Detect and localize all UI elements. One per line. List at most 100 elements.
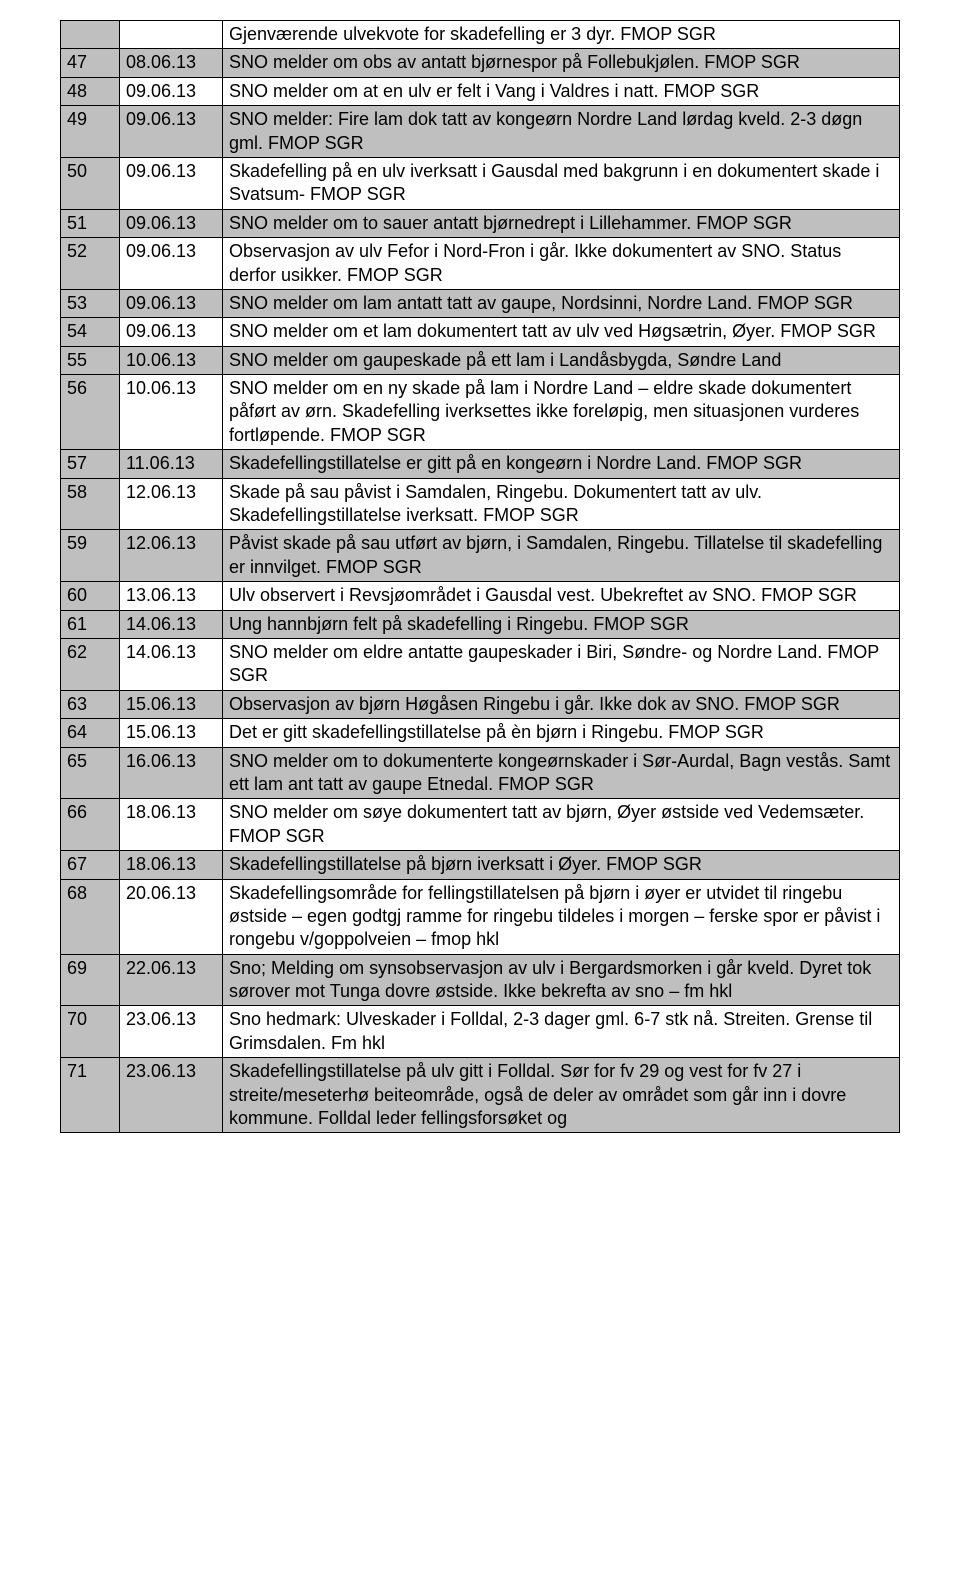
table-row: 6618.06.13SNO melder om søye dokumentert…	[61, 799, 900, 851]
row-number-cell: 58	[61, 478, 120, 530]
row-text-cell: SNO melder om at en ulv er felt i Vang i…	[223, 77, 900, 105]
table-row: 6214.06.13SNO melder om eldre antatte ga…	[61, 638, 900, 690]
table-row: 5109.06.13SNO melder om to sauer antatt …	[61, 209, 900, 237]
row-number-cell: 67	[61, 851, 120, 879]
row-number-cell: 62	[61, 638, 120, 690]
table-row: 5009.06.13Skadefelling på en ulv iverksa…	[61, 157, 900, 209]
table-row: 5912.06.13Påvist skade på sau utført av …	[61, 530, 900, 582]
table-row: 5309.06.13SNO melder om lam antatt tatt …	[61, 289, 900, 317]
row-number-cell: 66	[61, 799, 120, 851]
table-row: 6516.06.13SNO melder om to dokumenterte …	[61, 747, 900, 799]
row-text-cell: Skadefellingstillatelse på bjørn iverksa…	[223, 851, 900, 879]
row-text-cell: Observasjon av ulv Fefor i Nord-Fron i g…	[223, 238, 900, 290]
row-date-cell: 09.06.13	[120, 238, 223, 290]
table-row: 6013.06.13Ulv observert i Revsjøområdet …	[61, 582, 900, 610]
row-number-cell: 64	[61, 719, 120, 747]
row-text-cell: Observasjon av bjørn Høgåsen Ringebu i g…	[223, 690, 900, 718]
row-date-cell: 23.06.13	[120, 1058, 223, 1133]
row-date-cell: 15.06.13	[120, 719, 223, 747]
row-number-cell: 49	[61, 106, 120, 158]
row-number-cell: 56	[61, 375, 120, 450]
row-text-cell: Skadefellingsområde for fellingstillatel…	[223, 879, 900, 954]
header-date-cell	[120, 21, 223, 49]
row-number-cell: 59	[61, 530, 120, 582]
row-number-cell: 53	[61, 289, 120, 317]
row-text-cell: Sno hedmark: Ulveskader i Folldal, 2-3 d…	[223, 1006, 900, 1058]
document-page: Gjenværende ulvekvote for skadefelling e…	[0, 0, 960, 1153]
table-row: 7123.06.13Skadefellingstillatelse på ulv…	[61, 1058, 900, 1133]
row-date-cell: 09.06.13	[120, 106, 223, 158]
row-date-cell: 10.06.13	[120, 375, 223, 450]
row-date-cell: 15.06.13	[120, 690, 223, 718]
row-text-cell: Skadefellingstillatelse på ulv gitt i Fo…	[223, 1058, 900, 1133]
row-date-cell: 22.06.13	[120, 954, 223, 1006]
table-row: 6820.06.13Skadefellingsområde for fellin…	[61, 879, 900, 954]
table-row: 6922.06.13Sno; Melding om synsobservasjo…	[61, 954, 900, 1006]
row-text-cell: Påvist skade på sau utført av bjørn, i S…	[223, 530, 900, 582]
row-date-cell: 09.06.13	[120, 157, 223, 209]
row-text-cell: SNO melder om obs av antatt bjørnespor p…	[223, 49, 900, 77]
row-text-cell: SNO melder om lam antatt tatt av gaupe, …	[223, 289, 900, 317]
row-number-cell: 55	[61, 346, 120, 374]
row-date-cell: 12.06.13	[120, 478, 223, 530]
row-text-cell: SNO melder om et lam dokumentert tatt av…	[223, 318, 900, 346]
table-row: 5209.06.13Observasjon av ulv Fefor i Nor…	[61, 238, 900, 290]
row-date-cell: 10.06.13	[120, 346, 223, 374]
row-text-cell: Det er gitt skadefellingstillatelse på è…	[223, 719, 900, 747]
row-date-cell: 08.06.13	[120, 49, 223, 77]
row-date-cell: 09.06.13	[120, 77, 223, 105]
table-header-row: Gjenværende ulvekvote for skadefelling e…	[61, 21, 900, 49]
row-number-cell: 51	[61, 209, 120, 237]
table-row: 5812.06.13Skade på sau påvist i Samdalen…	[61, 478, 900, 530]
row-date-cell: 16.06.13	[120, 747, 223, 799]
row-number-cell: 52	[61, 238, 120, 290]
table-row: 5409.06.13SNO melder om et lam dokumente…	[61, 318, 900, 346]
row-number-cell: 54	[61, 318, 120, 346]
table-row: 6415.06.13Det er gitt skadefellingstilla…	[61, 719, 900, 747]
row-text-cell: Ung hannbjørn felt på skadefelling i Rin…	[223, 610, 900, 638]
row-number-cell: 63	[61, 690, 120, 718]
row-date-cell: 23.06.13	[120, 1006, 223, 1058]
row-date-cell: 11.06.13	[120, 450, 223, 478]
row-text-cell: Sno; Melding om synsobservasjon av ulv i…	[223, 954, 900, 1006]
row-text-cell: SNO melder om søye dokumentert tatt av b…	[223, 799, 900, 851]
row-number-cell: 50	[61, 157, 120, 209]
row-date-cell: 13.06.13	[120, 582, 223, 610]
row-date-cell: 20.06.13	[120, 879, 223, 954]
row-number-cell: 65	[61, 747, 120, 799]
table-body: Gjenværende ulvekvote for skadefelling e…	[61, 21, 900, 1133]
table-row: 5610.06.13SNO melder om en ny skade på l…	[61, 375, 900, 450]
table-row: 5510.06.13SNO melder om gaupeskade på et…	[61, 346, 900, 374]
row-text-cell: SNO melder om gaupeskade på ett lam i La…	[223, 346, 900, 374]
row-date-cell: 09.06.13	[120, 289, 223, 317]
row-text-cell: SNO melder om to dokumenterte kongeørnsk…	[223, 747, 900, 799]
row-text-cell: Ulv observert i Revsjøområdet i Gausdal …	[223, 582, 900, 610]
table-row: 6114.06.13Ung hannbjørn felt på skadefel…	[61, 610, 900, 638]
row-text-cell: Skade på sau påvist i Samdalen, Ringebu.…	[223, 478, 900, 530]
row-number-cell: 47	[61, 49, 120, 77]
row-date-cell: 14.06.13	[120, 638, 223, 690]
row-number-cell: 70	[61, 1006, 120, 1058]
row-date-cell: 09.06.13	[120, 209, 223, 237]
table-row: 4809.06.13SNO melder om at en ulv er fel…	[61, 77, 900, 105]
row-text-cell: SNO melder om to sauer antatt bjørnedrep…	[223, 209, 900, 237]
row-text-cell: Skadefellingstillatelse er gitt på en ko…	[223, 450, 900, 478]
header-text-cell: Gjenværende ulvekvote for skadefelling e…	[223, 21, 900, 49]
row-text-cell: Skadefelling på en ulv iverksatt i Gausd…	[223, 157, 900, 209]
row-date-cell: 18.06.13	[120, 851, 223, 879]
row-number-cell: 57	[61, 450, 120, 478]
row-number-cell: 69	[61, 954, 120, 1006]
row-number-cell: 68	[61, 879, 120, 954]
table-row: 6718.06.13Skadefellingstillatelse på bjø…	[61, 851, 900, 879]
table-row: 7023.06.13Sno hedmark: Ulveskader i Foll…	[61, 1006, 900, 1058]
table-row: 4909.06.13SNO melder: Fire lam dok tatt …	[61, 106, 900, 158]
row-date-cell: 12.06.13	[120, 530, 223, 582]
row-number-cell: 61	[61, 610, 120, 638]
row-date-cell: 18.06.13	[120, 799, 223, 851]
row-number-cell: 60	[61, 582, 120, 610]
row-text-cell: SNO melder om eldre antatte gaupeskader …	[223, 638, 900, 690]
row-text-cell: SNO melder: Fire lam dok tatt av kongeør…	[223, 106, 900, 158]
table-row: 5711.06.13Skadefellingstillatelse er git…	[61, 450, 900, 478]
row-number-cell: 71	[61, 1058, 120, 1133]
table-row: 4708.06.13SNO melder om obs av antatt bj…	[61, 49, 900, 77]
